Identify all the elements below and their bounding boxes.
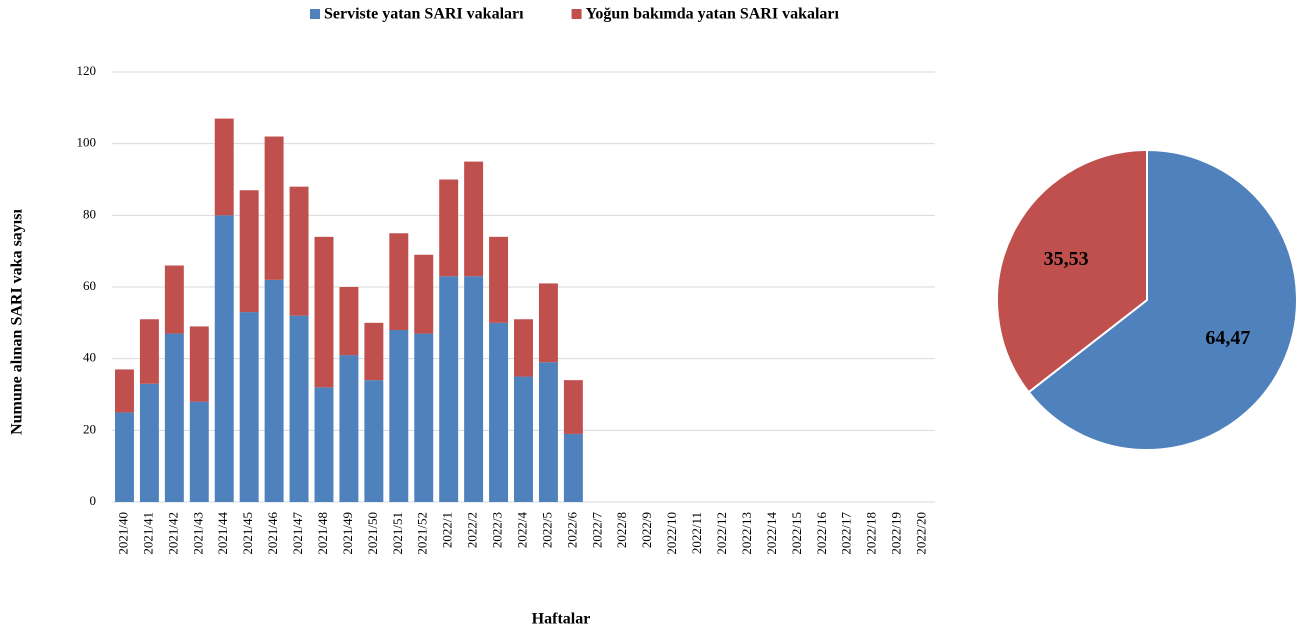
- bar-segment: [289, 186, 309, 316]
- bar-segment: [538, 362, 558, 502]
- x-tick-label: 2021/42: [165, 512, 180, 555]
- x-tick-label: 2022/20: [914, 512, 929, 555]
- bar-segment: [563, 433, 583, 502]
- bar-segment: [538, 283, 558, 363]
- bar-segment: [264, 279, 284, 502]
- x-axis-title: Haftalar: [532, 611, 591, 628]
- bar-segment: [114, 369, 134, 413]
- y-tick-label: 60: [83, 278, 96, 293]
- bar-segment: [339, 287, 359, 356]
- x-tick-label: 2022/1: [440, 512, 455, 548]
- bar-segment: [314, 236, 334, 388]
- x-tick-label: 2021/41: [140, 512, 155, 555]
- bar-segment: [414, 254, 434, 334]
- bar-segment: [314, 387, 334, 502]
- bar-segment: [364, 380, 384, 502]
- legend-swatch: [310, 9, 320, 19]
- y-tick-label: 120: [77, 63, 97, 78]
- y-tick-label: 100: [77, 135, 97, 150]
- x-tick-label: 2021/46: [265, 512, 280, 555]
- x-tick-label: 2021/45: [240, 512, 255, 555]
- pie-slice: [996, 148, 1148, 394]
- legend-swatch: [571, 9, 582, 19]
- pie-slice: [1027, 148, 1298, 451]
- bar-segment: [239, 312, 259, 502]
- x-tick-label: 2022/15: [789, 512, 804, 555]
- x-tick-label: 2021/43: [190, 512, 205, 555]
- bar-segment: [439, 179, 459, 277]
- bar-segment: [189, 401, 209, 502]
- bar-segment: [214, 215, 234, 503]
- y-tick-label: 20: [83, 421, 96, 436]
- x-tick-label: 2021/44: [215, 512, 230, 555]
- x-tick-label: 2021/49: [340, 512, 355, 555]
- x-tick-label: 2022/13: [739, 512, 754, 555]
- x-tick-label: 2022/4: [514, 512, 529, 549]
- slice-label: 35,53: [1044, 248, 1089, 270]
- bar-segment: [289, 315, 309, 502]
- bar-segment: [114, 412, 134, 502]
- x-tick-label: 2022/17: [839, 512, 854, 555]
- bar-segment: [464, 161, 484, 277]
- slice-label: 64,47: [1205, 327, 1250, 349]
- x-tick-label: 2022/11: [689, 512, 704, 554]
- legend-label: Serviste yatan SARI vakaları: [324, 6, 524, 23]
- x-tick-label: 2022/18: [864, 512, 879, 555]
- x-tick-label: 2022/7: [589, 512, 604, 549]
- bar-segment: [164, 333, 184, 502]
- bar-segment: [389, 233, 409, 330]
- x-tick-label: 2022/19: [889, 512, 904, 555]
- bar-segment: [189, 326, 209, 402]
- x-tick-label: 2021/48: [315, 512, 330, 555]
- y-tick-label: 0: [90, 493, 97, 508]
- x-tick-label: 2021/47: [290, 512, 305, 555]
- bar-segment: [514, 376, 533, 502]
- bar-segment: [264, 136, 284, 280]
- x-tick-label: 2022/12: [714, 512, 729, 555]
- x-tick-label: 2022/3: [490, 512, 505, 548]
- bar-segment: [563, 380, 583, 434]
- x-tick-label: 2022/9: [639, 512, 654, 548]
- x-tick-label: 2022/14: [764, 512, 779, 555]
- bar-segment: [489, 322, 509, 502]
- bar-segment: [214, 118, 234, 216]
- x-tick-label: 2021/51: [390, 512, 405, 555]
- bar-segment: [139, 319, 159, 384]
- y-tick-label: 40: [83, 350, 96, 365]
- y-tick-label: 80: [83, 206, 96, 221]
- bar-segment: [514, 319, 533, 377]
- x-tick-label: 2022/16: [814, 512, 829, 555]
- bar-segment: [239, 190, 259, 313]
- bar-segment: [464, 276, 484, 502]
- y-axis-title: Numune alınan SARI vaka sayısı: [9, 209, 26, 435]
- bar-segment: [364, 322, 384, 381]
- x-tick-label: 2022/10: [664, 512, 679, 555]
- x-tick-label: 2022/5: [539, 512, 554, 548]
- x-tick-label: 2021/40: [115, 512, 130, 555]
- bar-segment: [164, 265, 184, 334]
- x-tick-label: 2022/2: [465, 512, 480, 548]
- x-tick-label: 2021/50: [365, 512, 380, 555]
- bar-segment: [414, 333, 434, 502]
- x-tick-label: 2022/8: [614, 512, 629, 548]
- bar-segment: [439, 276, 459, 502]
- bar-segment: [339, 355, 359, 502]
- bar-segment: [389, 330, 409, 502]
- x-tick-label: 2021/52: [415, 512, 430, 555]
- bar-segment: [489, 236, 509, 323]
- legend-label: Yoğun bakımda yatan SARI vakaları: [586, 6, 840, 23]
- bar-segment: [139, 383, 159, 502]
- x-tick-label: 2022/6: [564, 512, 579, 549]
